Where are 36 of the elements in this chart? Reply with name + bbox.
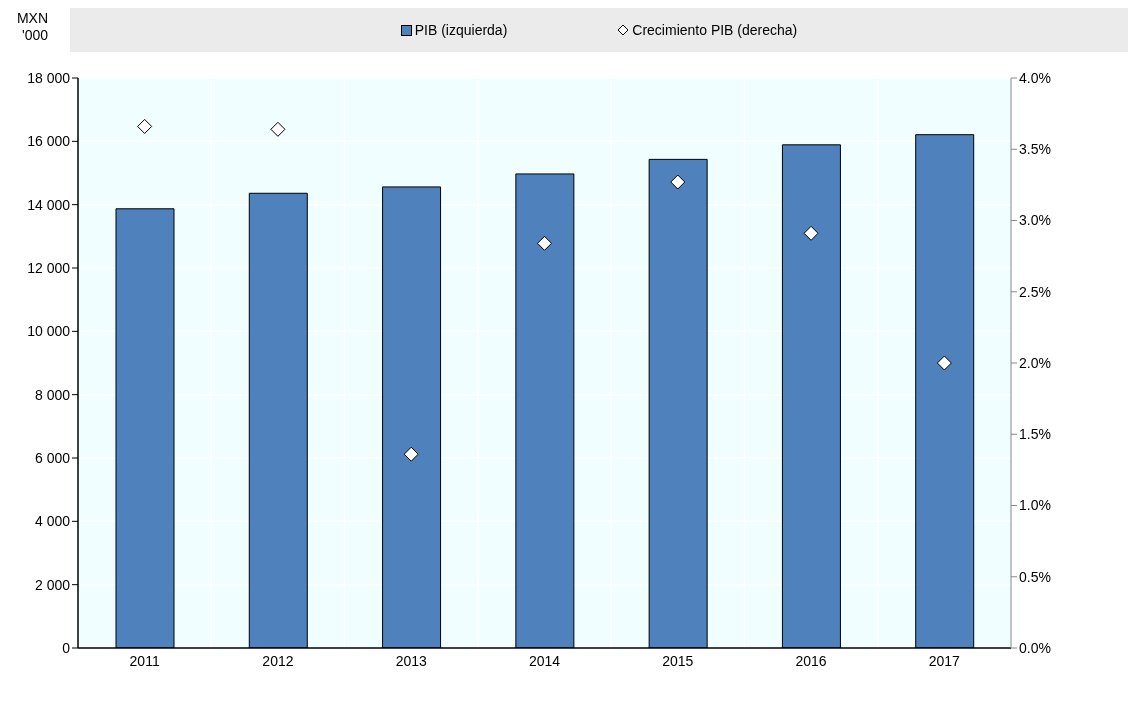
y-tick-label: 0 [62, 639, 71, 656]
y-axis-title: MXN '000 [15, 9, 48, 44]
y-tick-label: 12 000 [27, 259, 71, 276]
x-tick-label: 2016 [795, 652, 827, 669]
y-tick-label: 14 000 [27, 196, 71, 213]
x-tick-label: 2017 [928, 652, 961, 669]
x-tick-label: 2013 [395, 652, 427, 669]
y-tick-label: 6 000 [34, 449, 71, 466]
y2-tick-label: 2.5% [1019, 283, 1051, 300]
point [403, 446, 419, 462]
x-tick-label: 2015 [662, 652, 694, 669]
y-tick-label: 2 000 [34, 576, 71, 593]
point [670, 174, 686, 190]
x-tick-label: 2012 [262, 652, 294, 669]
y-tick-label: 4 000 [34, 513, 71, 530]
x-tick-label: 2014 [528, 652, 561, 669]
y2-tick-label: 2.0% [1019, 354, 1051, 371]
y2-tick-label: 0.5% [1019, 568, 1051, 585]
point [137, 118, 153, 134]
legend-label: PIB (izquierda) [413, 22, 508, 38]
legend-label: Crecimiento PIB (derecha) [631, 22, 798, 38]
point [537, 235, 552, 251]
point [270, 121, 286, 137]
x-tick-label: 2011 [129, 652, 160, 669]
y-tick-label: 16 000 [27, 133, 71, 150]
y2-tick-label: 3.5% [1019, 141, 1051, 158]
point [936, 355, 952, 371]
y2-tick-label: 0.0% [1019, 639, 1051, 656]
point [803, 225, 819, 241]
y2-tick-label: 1.5% [1019, 426, 1051, 443]
y2-tick-label: 4.0% [1019, 69, 1051, 86]
y2-tick-label: 3.0% [1019, 212, 1051, 229]
y2-tick-label: 1.0% [1019, 497, 1051, 514]
y-tick-label: 8 000 [34, 386, 71, 403]
y-tick-label: 18 000 [27, 69, 71, 86]
y-tick-label: 10 000 [27, 323, 71, 340]
